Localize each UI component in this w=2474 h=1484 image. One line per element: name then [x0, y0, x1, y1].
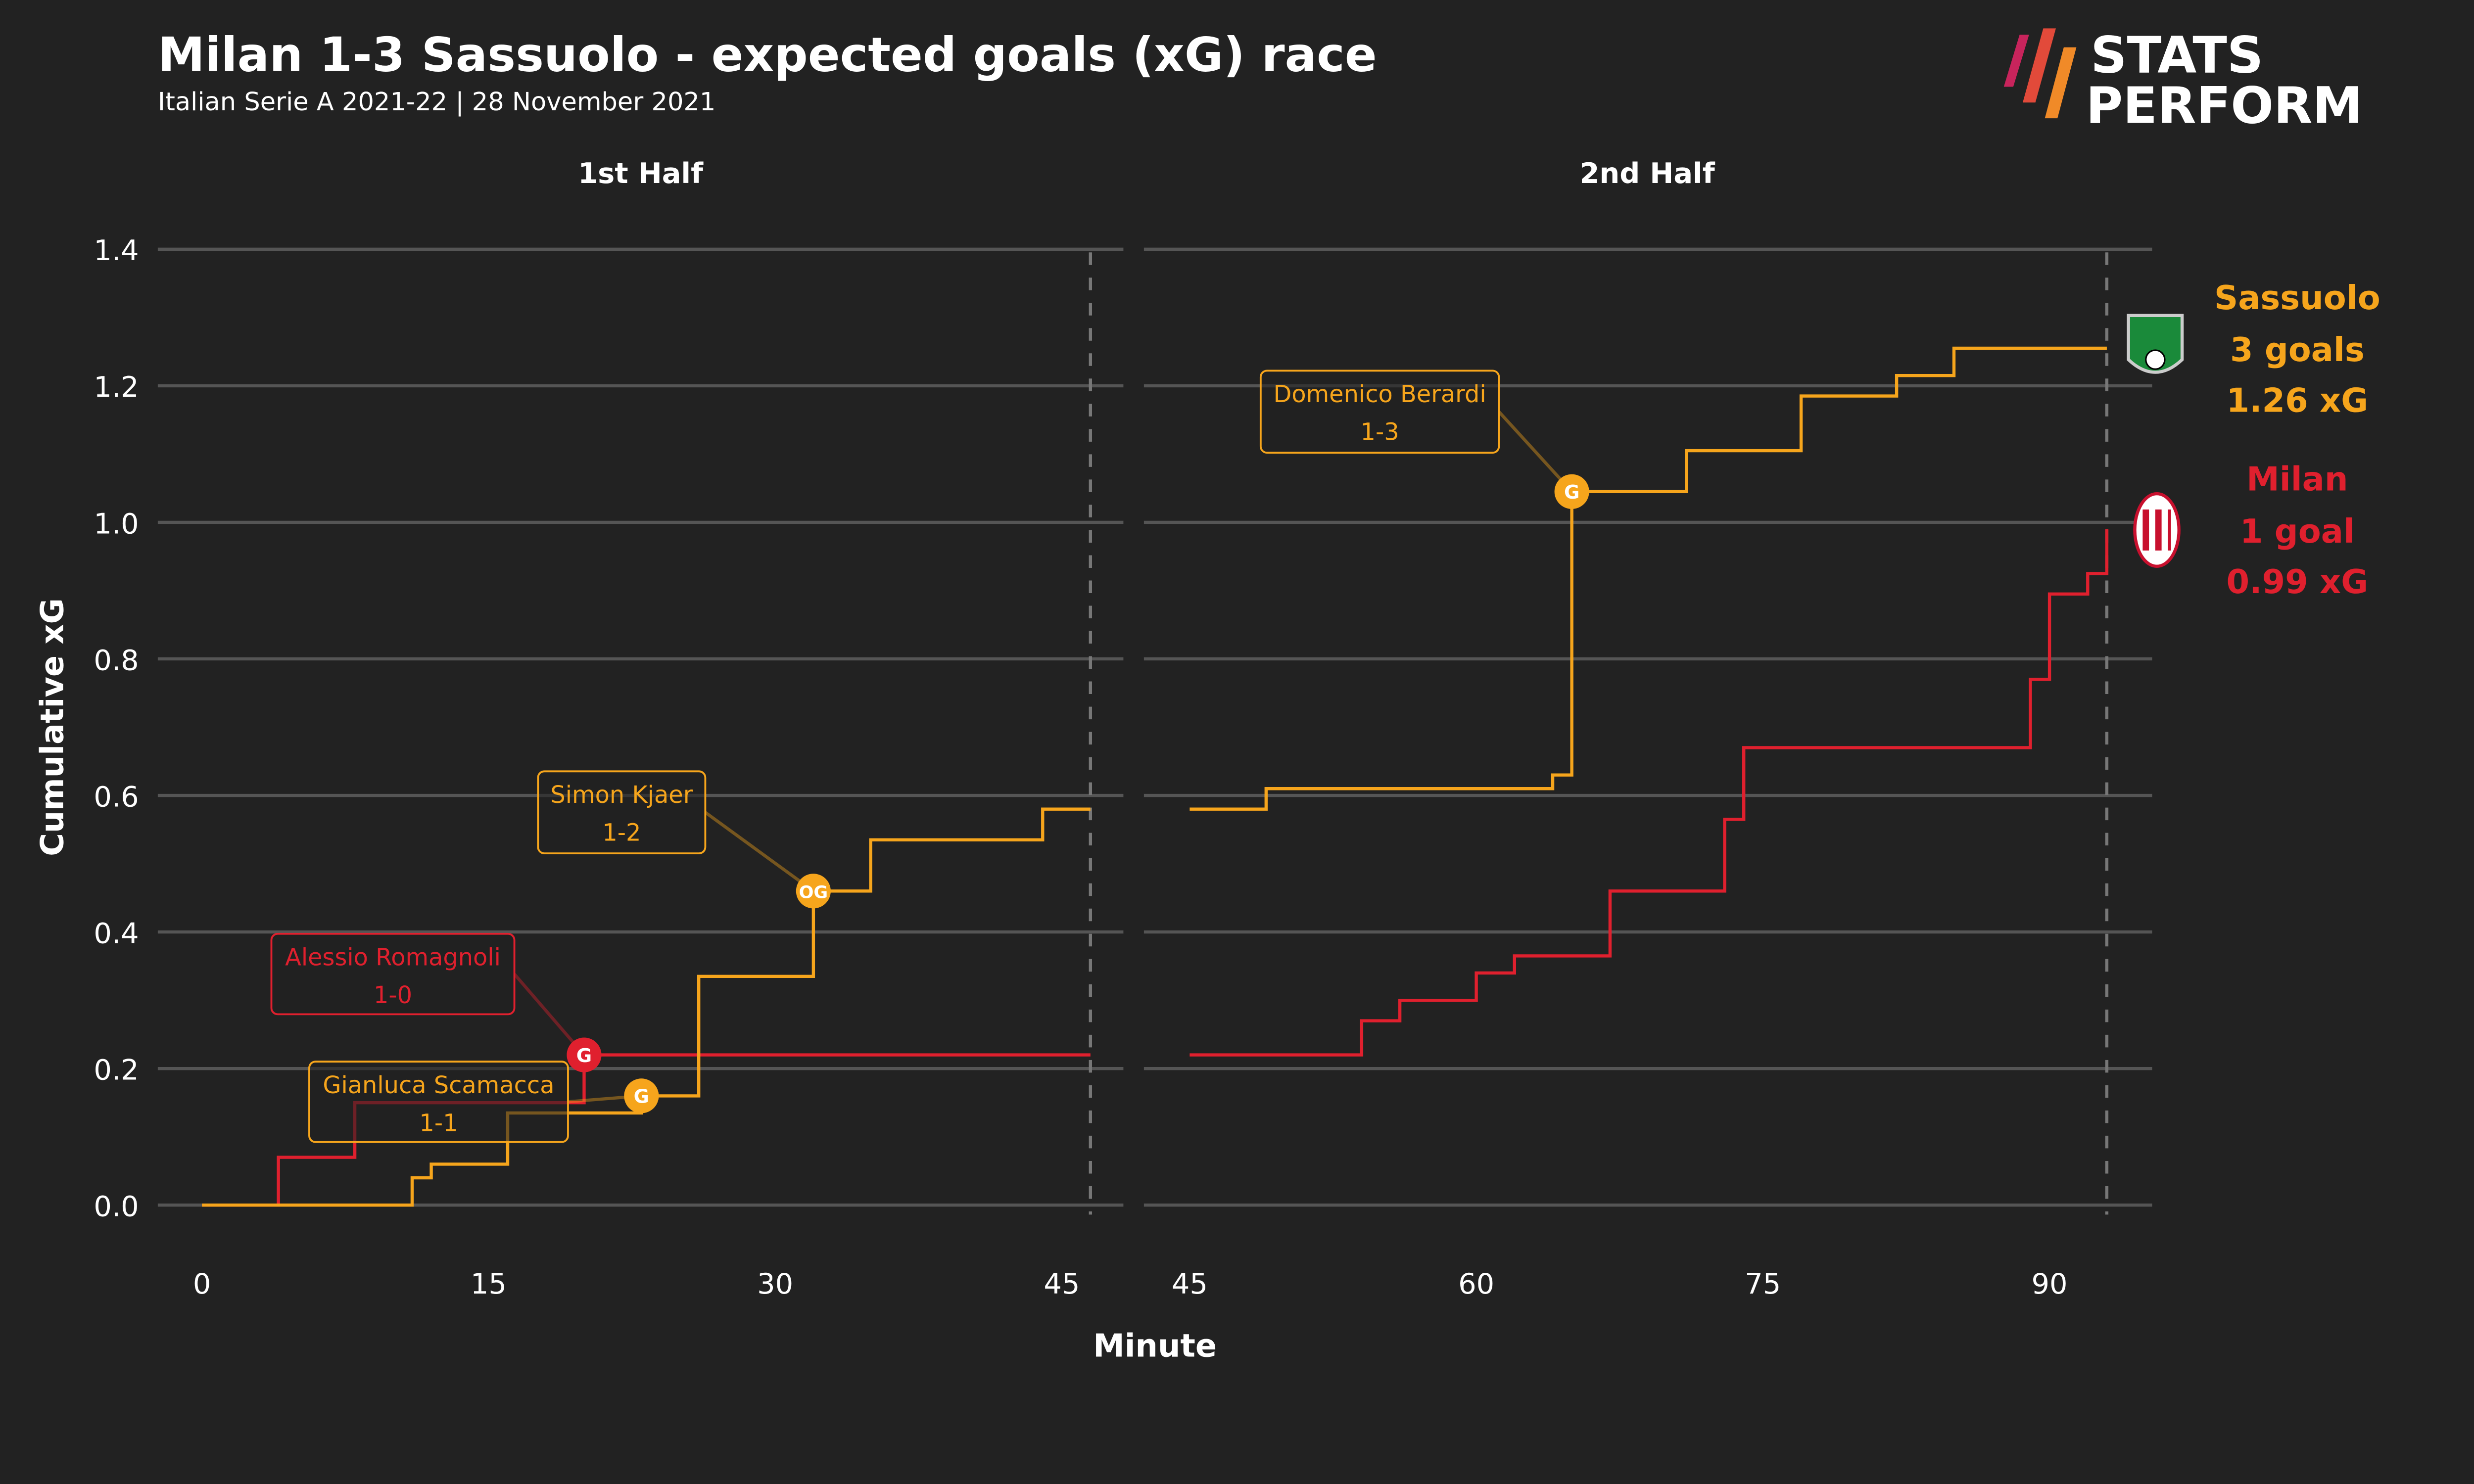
- annotation-leader: [513, 973, 585, 1056]
- y-tick-label: 0.0: [94, 1190, 139, 1223]
- goal-marker-label: G: [1564, 481, 1579, 504]
- background: [0, 0, 2474, 1391]
- chart-subtitle: Italian Serie A 2021-22 | 28 November 20…: [158, 88, 715, 117]
- y-tick-label: 0.2: [94, 1053, 139, 1086]
- annotation-score: 1-0: [374, 982, 412, 1009]
- y-tick-label: 1.0: [94, 507, 139, 540]
- logo-line1: STATS: [2091, 26, 2263, 85]
- legend-sassuolo-team: Sassuolo: [2214, 278, 2380, 317]
- x-tick-label: 75: [1745, 1267, 1781, 1300]
- goal-marker: [796, 874, 831, 909]
- x-tick-label: 0: [193, 1267, 211, 1300]
- y-axis-label: Cumulative xG: [35, 598, 71, 856]
- x-tick-label: 15: [471, 1267, 507, 1300]
- panel-title: 2nd Half: [1579, 157, 1715, 190]
- goal-marker-label: G: [634, 1086, 649, 1108]
- annotation-player: Simon Kjaer: [550, 782, 693, 809]
- y-tick-label: 1.4: [94, 234, 139, 267]
- y-tick-label: 0.4: [94, 917, 139, 950]
- grid: 0.0 0.2 0.4 0.6 0.8 1.0 1.2 1.4 1st Half 0 15 30 45 2…: [94, 157, 2152, 1300]
- x-tick-label: 60: [1458, 1267, 1494, 1300]
- goal-marker-label: OG: [799, 882, 828, 903]
- chart-title: Milan 1-3 Sassuolo - expected goals (xG)…: [158, 27, 1377, 82]
- panel-title: 1st Half: [578, 157, 704, 190]
- annotation-box: [270, 932, 516, 1016]
- logo-line2: PERFORM: [2086, 77, 2363, 136]
- logo-slash-icon: [2023, 28, 2056, 103]
- x-tick-label: 90: [2032, 1267, 2068, 1300]
- milan-badge-icon: [2133, 492, 2181, 568]
- annotation-box: [308, 1061, 569, 1143]
- legend-milan-xg: 0.99 xG: [2227, 562, 2369, 601]
- annotation-player: Domenico Berardi: [1274, 381, 1486, 408]
- goal-annotations: Alessio Romagnoli 1-0 G Gianluca Scamacca 1-…: [270, 370, 1589, 1143]
- series-line-sassuolo: [1189, 346, 2107, 811]
- legend-sassuolo-xg: 1.26 xG: [2227, 381, 2369, 419]
- y-tick-label: 0.6: [94, 780, 139, 813]
- sassuolo-badge-icon: [2127, 314, 2184, 374]
- legend-milan-goals: 1 goal: [2240, 512, 2355, 551]
- stats-perform-logo: STATS PERFORM: [2003, 26, 2363, 136]
- legend-milan-team: Milan: [2246, 460, 2348, 499]
- series-line-milan: [1189, 529, 2109, 1057]
- x-axis-label: Minute: [1093, 1328, 1217, 1364]
- logo-slash-icon: [2003, 35, 2029, 87]
- annotation-box: [537, 770, 707, 855]
- goal-marker: [624, 1078, 659, 1113]
- logo-slash-icon: [2045, 47, 2077, 119]
- x-tick-label: 30: [757, 1267, 793, 1300]
- annotation-score: 1-3: [1361, 419, 1399, 446]
- legend-sassuolo-goals: 3 goals: [2230, 330, 2365, 369]
- annotation-score: 1-1: [419, 1110, 458, 1137]
- annotation-leader: [1497, 411, 1573, 493]
- series-line-sassuolo: [202, 807, 1091, 1207]
- goal-marker: [1554, 474, 1589, 509]
- x-tick-label: 45: [1044, 1267, 1080, 1300]
- annotation-player: Alessio Romagnoli: [285, 944, 501, 972]
- annotation-player: Gianluca Scamacca: [323, 1072, 554, 1099]
- annotation-score: 1-2: [602, 820, 641, 847]
- xg-race-chart: Milan 1-3 Sassuolo - expected goals (xG)…: [0, 0, 2474, 1391]
- y-tick-label: 0.8: [94, 644, 139, 677]
- x-tick-label: 45: [1172, 1267, 1208, 1300]
- y-tick-label: 1.2: [94, 371, 139, 404]
- goal-marker-label: G: [576, 1045, 592, 1067]
- legend: Sassuolo 3 goals 1.26 xG Milan 1 goal 0.…: [2127, 278, 2380, 601]
- annotation-box: [1259, 370, 1500, 454]
- goal-marker: [567, 1037, 602, 1072]
- annotation-leader: [704, 811, 814, 892]
